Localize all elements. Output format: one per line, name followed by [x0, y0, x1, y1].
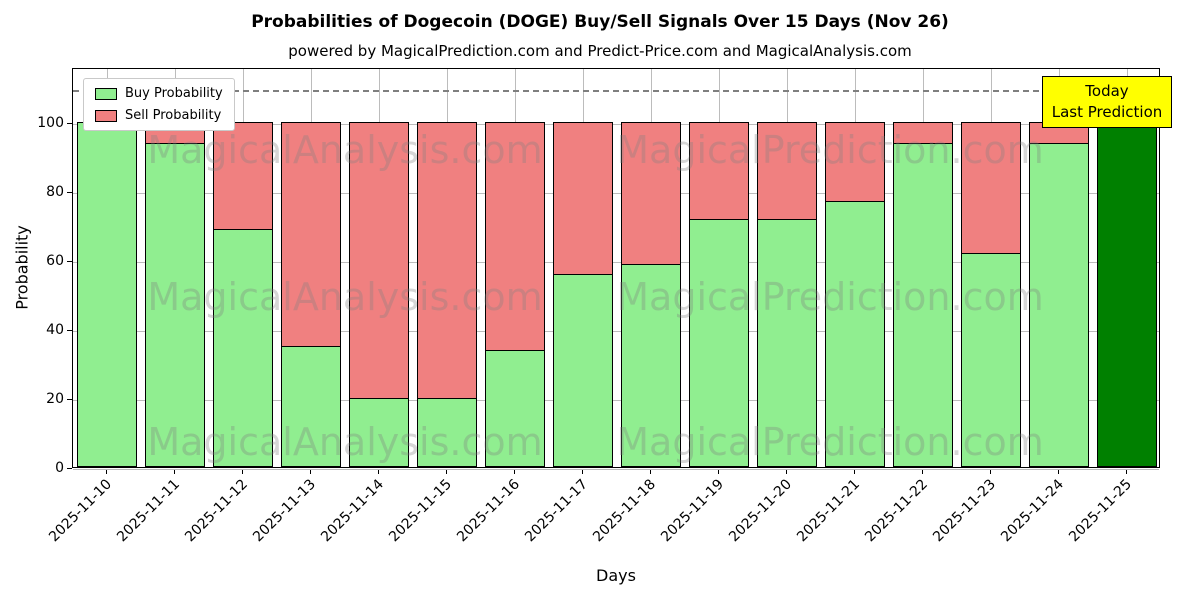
y-tick-mark — [67, 123, 72, 125]
legend-label-sell: Sell Probability — [125, 108, 222, 123]
bar-sell-segment — [553, 122, 613, 275]
bar-sell-segment — [485, 122, 545, 351]
bar-buy-segment — [485, 349, 545, 467]
bar-buy-segment — [621, 263, 681, 467]
bar-buy-segment — [77, 122, 137, 467]
x-tick-mark — [582, 469, 583, 474]
bar-sell-segment — [213, 122, 273, 231]
bar-buy-segment — [757, 218, 817, 467]
today-annotation-line1: Today — [1085, 82, 1129, 100]
bar-sell-segment — [417, 122, 477, 400]
x-tick-label: 2025-11-24 — [997, 476, 1067, 546]
y-tick-mark — [67, 192, 72, 194]
bar-sell-segment — [825, 122, 885, 203]
bar-buy-segment — [213, 229, 273, 467]
legend-item-sell: Sell Probability — [95, 108, 223, 123]
x-tick-label: 2025-11-22 — [861, 476, 931, 546]
bar-buy-segment — [893, 142, 953, 467]
x-tick-mark — [514, 469, 515, 474]
x-tick-label: 2025-11-23 — [929, 476, 999, 546]
h-gridline — [73, 262, 1159, 264]
x-tick-label: 2025-11-17 — [521, 476, 591, 546]
y-tick-mark — [67, 399, 72, 401]
x-tick-mark — [650, 469, 651, 474]
x-tick-mark — [446, 469, 447, 474]
x-tick-mark — [378, 469, 379, 474]
bar-buy-segment — [1029, 142, 1089, 467]
x-tick-label: 2025-11-20 — [725, 476, 795, 546]
bar-sell-segment — [757, 122, 817, 220]
x-tick-mark — [1058, 469, 1059, 474]
chart-subtitle: powered by MagicalPrediction.com and Pre… — [288, 42, 912, 60]
x-tick-label: 2025-11-19 — [657, 476, 727, 546]
plot-area: Buy Probability Sell Probability — [72, 68, 1160, 470]
buy-probability-swatch — [95, 87, 117, 100]
x-tick-label: 2025-11-15 — [385, 476, 455, 546]
legend-label-buy: Buy Probability — [125, 86, 223, 101]
h-gridline — [73, 400, 1159, 402]
x-tick-label: 2025-11-16 — [453, 476, 523, 546]
x-tick-mark — [242, 469, 243, 474]
y-tick-label: 20 — [46, 391, 64, 408]
h-gridline — [73, 124, 1159, 126]
x-tick-mark — [174, 469, 175, 474]
y-tick-label: 80 — [46, 184, 64, 201]
h-gridline — [73, 331, 1159, 333]
bar-sell-segment — [349, 122, 409, 400]
bar-buy-segment — [145, 142, 205, 467]
x-tick-mark — [718, 469, 719, 474]
x-tick-mark — [786, 469, 787, 474]
y-tick-label: 100 — [37, 115, 64, 132]
sell-probability-swatch — [95, 109, 117, 122]
x-tick-label: 2025-11-18 — [589, 476, 659, 546]
h-gridline — [73, 469, 1159, 470]
today-annotation-line2: Last Prediction — [1051, 103, 1163, 121]
y-tick-label: 40 — [46, 322, 64, 339]
x-tick-label: 2025-11-14 — [317, 476, 387, 546]
x-axis-label: Days — [596, 566, 636, 585]
bar-buy-segment — [281, 346, 341, 467]
bar-buy-segment — [825, 201, 885, 467]
bar-sell-segment — [621, 122, 681, 265]
bar-buy-segment — [961, 253, 1021, 467]
bar-sell-segment — [893, 122, 953, 144]
x-tick-label: 2025-11-21 — [793, 476, 863, 546]
h-gridline — [73, 193, 1159, 195]
x-tick-label: 2025-11-12 — [181, 476, 251, 546]
x-tick-label: 2025-11-13 — [249, 476, 319, 546]
bar-buy-segment — [349, 398, 409, 467]
x-tick-label: 2025-11-25 — [1065, 476, 1135, 546]
x-tick-mark — [922, 469, 923, 474]
bar-sell-segment — [689, 122, 749, 220]
x-tick-label: 2025-11-10 — [45, 476, 115, 546]
x-tick-mark — [106, 469, 107, 474]
bar-buy-segment — [689, 218, 749, 467]
x-tick-mark — [1126, 469, 1127, 474]
y-tick-label: 60 — [46, 253, 64, 270]
bar-buy-segment — [1097, 122, 1157, 467]
y-tick-mark — [67, 330, 72, 332]
legend: Buy Probability Sell Probability — [83, 78, 235, 131]
bar-buy-segment — [417, 398, 477, 467]
x-tick-mark — [990, 469, 991, 474]
y-tick-mark — [67, 468, 72, 469]
y-tick-label: 0 — [55, 460, 64, 476]
dashed-threshold-line — [73, 89, 1159, 92]
chart-title: Probabilities of Dogecoin (DOGE) Buy/Sel… — [251, 12, 949, 32]
bar-sell-segment — [281, 122, 341, 348]
y-tick-mark — [67, 261, 72, 263]
x-tick-label: 2025-11-11 — [113, 476, 183, 546]
today-annotation: Today Last Prediction — [1042, 76, 1172, 128]
legend-item-buy: Buy Probability — [95, 86, 223, 101]
bar-buy-segment — [553, 273, 613, 467]
bar-sell-segment — [961, 122, 1021, 255]
x-tick-mark — [310, 469, 311, 474]
x-tick-mark — [854, 469, 855, 474]
